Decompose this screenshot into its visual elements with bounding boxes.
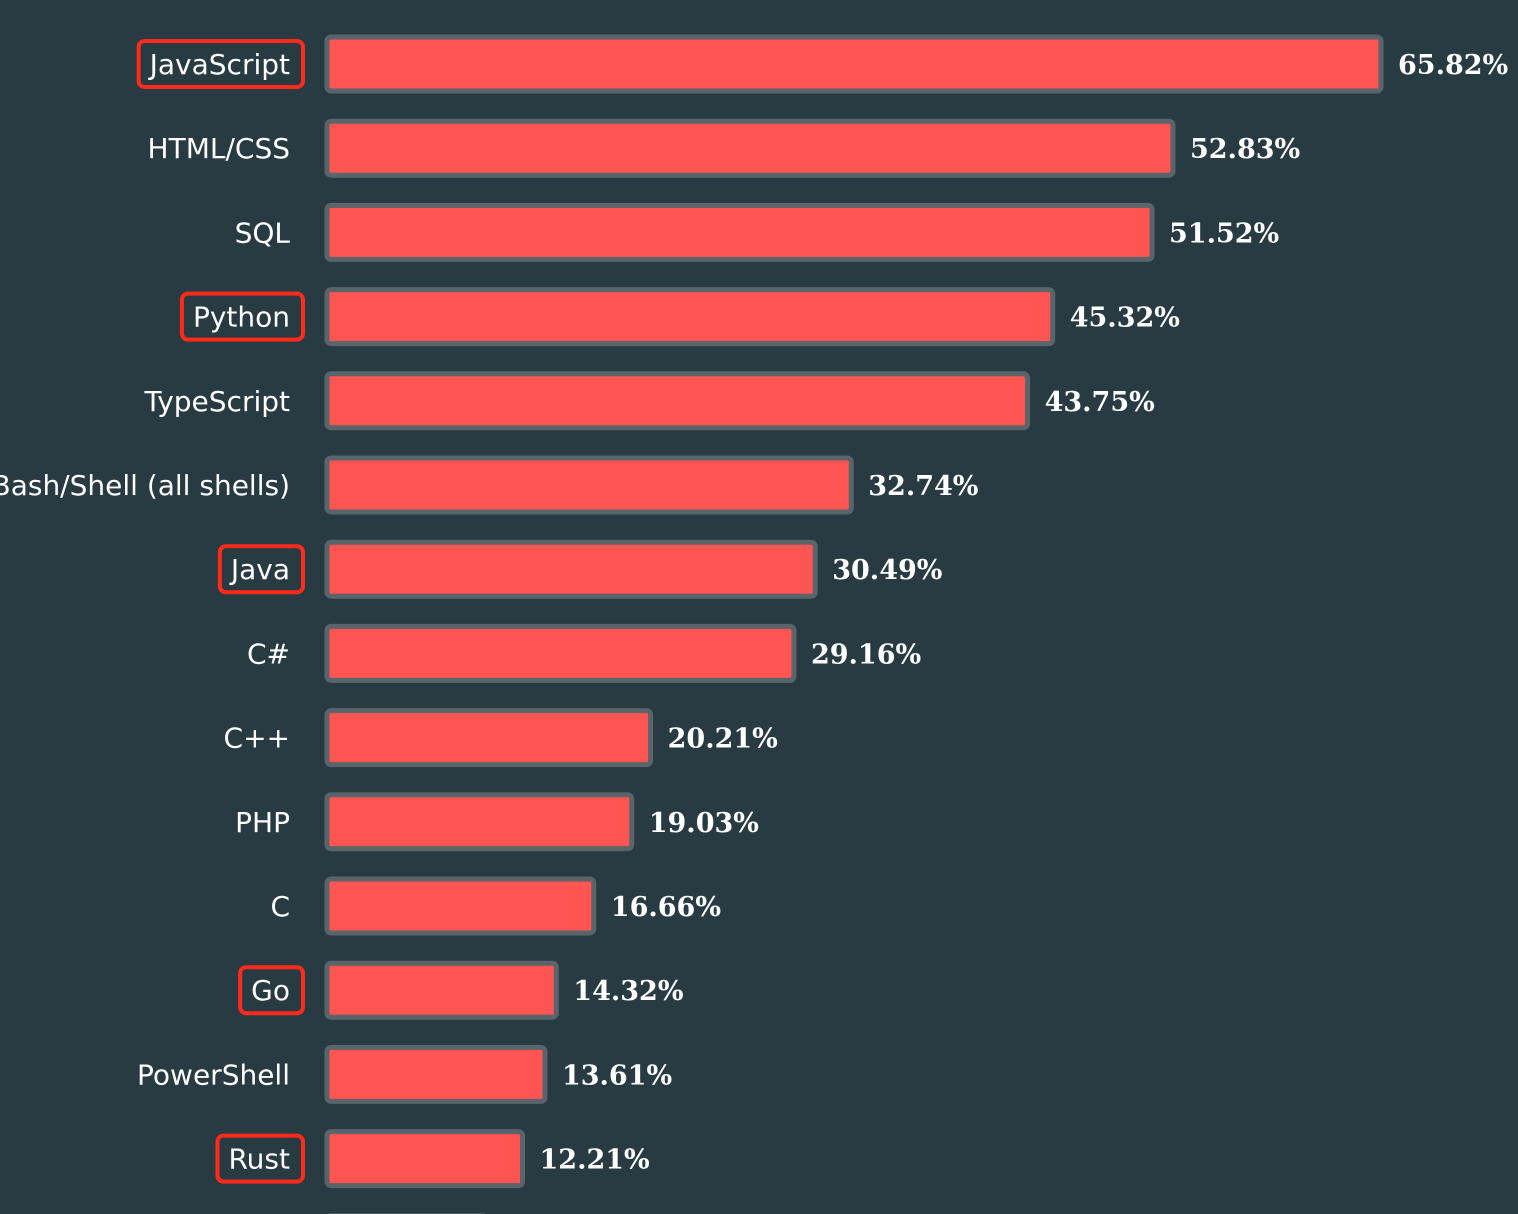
- bar-c[interactable]: [324, 623, 797, 683]
- value-label-typescript: 43.75%: [1045, 387, 1155, 418]
- highlight-box-python: [179, 291, 305, 342]
- category-label-sql: SQL: [235, 216, 291, 249]
- value-label-java: 30.49%: [832, 555, 942, 586]
- category-label-python: Python: [193, 301, 290, 334]
- bar-powershell[interactable]: [324, 1044, 548, 1104]
- bar-rust[interactable]: [324, 1129, 526, 1189]
- value-label-go: 14.32%: [573, 976, 683, 1007]
- value-label-sql: 51.52%: [1169, 218, 1279, 249]
- category-label-java: Java: [229, 553, 290, 586]
- value-label-c: 20.21%: [668, 724, 778, 755]
- category-label-bash-shell-all-shells: Bash/Shell (all shells): [0, 469, 290, 502]
- bar-html-css[interactable]: [324, 118, 1176, 178]
- highlight-box-java: [217, 544, 305, 595]
- value-label-rust: 12.21%: [540, 1145, 650, 1176]
- highlight-box-rust: [215, 1133, 305, 1184]
- bar-javascript[interactable]: [324, 34, 1384, 94]
- category-label-rust: Rust: [228, 1143, 290, 1176]
- bar-php[interactable]: [324, 792, 635, 852]
- bar-bash-shell-all-shells[interactable]: [324, 455, 854, 515]
- category-label-c: C#: [247, 637, 290, 670]
- value-label-php: 19.03%: [649, 808, 759, 839]
- category-label-php: PHP: [235, 806, 290, 839]
- bar-c[interactable]: [324, 876, 597, 936]
- bar-go[interactable]: [324, 960, 559, 1020]
- category-label-powershell: PowerShell: [137, 1058, 290, 1091]
- category-label-typescript: TypeScript: [143, 385, 290, 418]
- bar-typescript[interactable]: [324, 371, 1031, 431]
- category-label-html-css: HTML/CSS: [148, 132, 290, 165]
- value-label-c: 29.16%: [811, 639, 921, 670]
- bars-layer: [324, 34, 1384, 1214]
- bar-c[interactable]: [324, 708, 654, 768]
- category-label-go: Go: [251, 974, 290, 1007]
- value-label-python: 45.32%: [1070, 303, 1180, 334]
- labels-layer: JavaScript 65.82% HTML/CSS 52.83% SQL 51.52% P…: [0, 39, 1508, 1184]
- value-label-bash-shell-all-shells: 32.74%: [868, 471, 978, 502]
- value-label-powershell: 13.61%: [562, 1060, 672, 1091]
- value-label-html-css: 52.83%: [1190, 134, 1300, 165]
- category-label-c: C++: [224, 722, 290, 755]
- bar-python[interactable]: [324, 287, 1056, 347]
- bar-java[interactable]: [324, 539, 818, 599]
- highlight-box-javascript: [136, 39, 305, 89]
- value-label-c: 16.66%: [611, 892, 721, 923]
- category-label-c: C: [270, 890, 290, 923]
- category-label-javascript: JavaScript: [148, 48, 290, 81]
- bar-sql[interactable]: [324, 202, 1155, 262]
- value-label-javascript: 65.82%: [1398, 50, 1508, 81]
- highlight-box-go: [238, 965, 305, 1016]
